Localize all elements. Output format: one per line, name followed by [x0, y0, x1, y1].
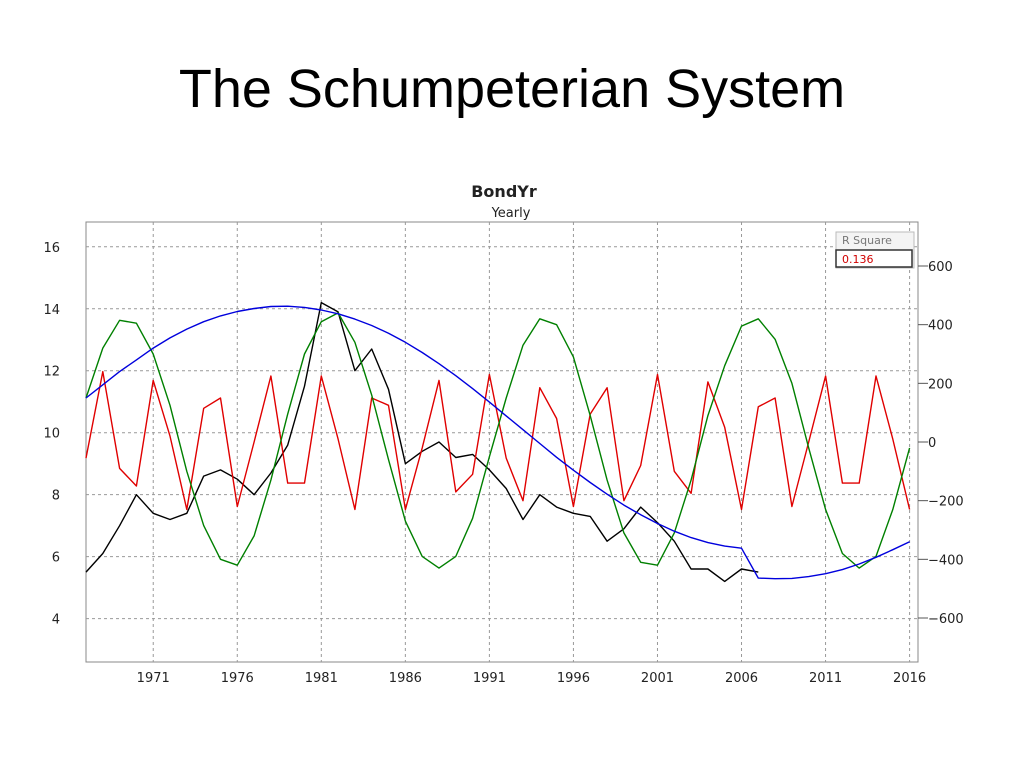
r-square-label: R Square — [842, 234, 892, 247]
series-line-3 — [85, 312, 911, 569]
x-tick-label: 1971 — [137, 671, 170, 686]
series-line-1 — [85, 301, 759, 583]
x-tick-label: 1996 — [557, 671, 590, 686]
x-tick-label: 2001 — [641, 671, 674, 686]
y-left-tick-label: 14 — [43, 303, 60, 318]
x-tick-label: 1991 — [473, 671, 506, 686]
slide-title: The Schumpeterian System — [178, 59, 846, 119]
y-right-tick-label: −200 — [928, 495, 964, 510]
x-tick-label: 1986 — [389, 671, 422, 686]
series-line-2 — [85, 370, 911, 511]
r-square-value: 0.136 — [842, 253, 874, 266]
axes: 1971 1976 1981 1986 1991 1996 2001 2006 2011 2016… — [43, 241, 963, 686]
x-tick-label: 1981 — [305, 671, 338, 686]
y-right-tick-label: −400 — [928, 553, 964, 568]
grid — [86, 222, 918, 662]
x-tick-label: 1976 — [221, 671, 254, 686]
y-right-tick-label: −600 — [928, 612, 964, 627]
y-left-tick-label: 4 — [52, 613, 60, 628]
x-tick-label: 2006 — [725, 671, 758, 686]
y-right-tick-label: 400 — [928, 319, 953, 334]
y-right-tick-label: 600 — [928, 260, 953, 275]
y-right-tick-label: 200 — [928, 377, 953, 392]
y-left-tick-label: 8 — [52, 489, 60, 504]
y-left-tick-label: 6 — [52, 551, 60, 566]
y-left-tick-label: 12 — [43, 365, 60, 380]
r-square-box: R Square 0.136 — [835, 231, 915, 269]
y-right-tick-label: 0 — [928, 436, 936, 451]
x-tick-label: 2016 — [893, 671, 926, 686]
x-tick-label: 2011 — [809, 671, 842, 686]
series-lines — [85, 301, 911, 583]
chart-title: BondYr — [471, 182, 537, 201]
chart-subtitle: Yearly — [491, 206, 531, 221]
plot-frame — [85, 221, 919, 663]
y-left-tick-label: 10 — [43, 427, 60, 442]
y-left-tick-label: 16 — [43, 241, 60, 256]
series-line-4 — [85, 305, 910, 580]
